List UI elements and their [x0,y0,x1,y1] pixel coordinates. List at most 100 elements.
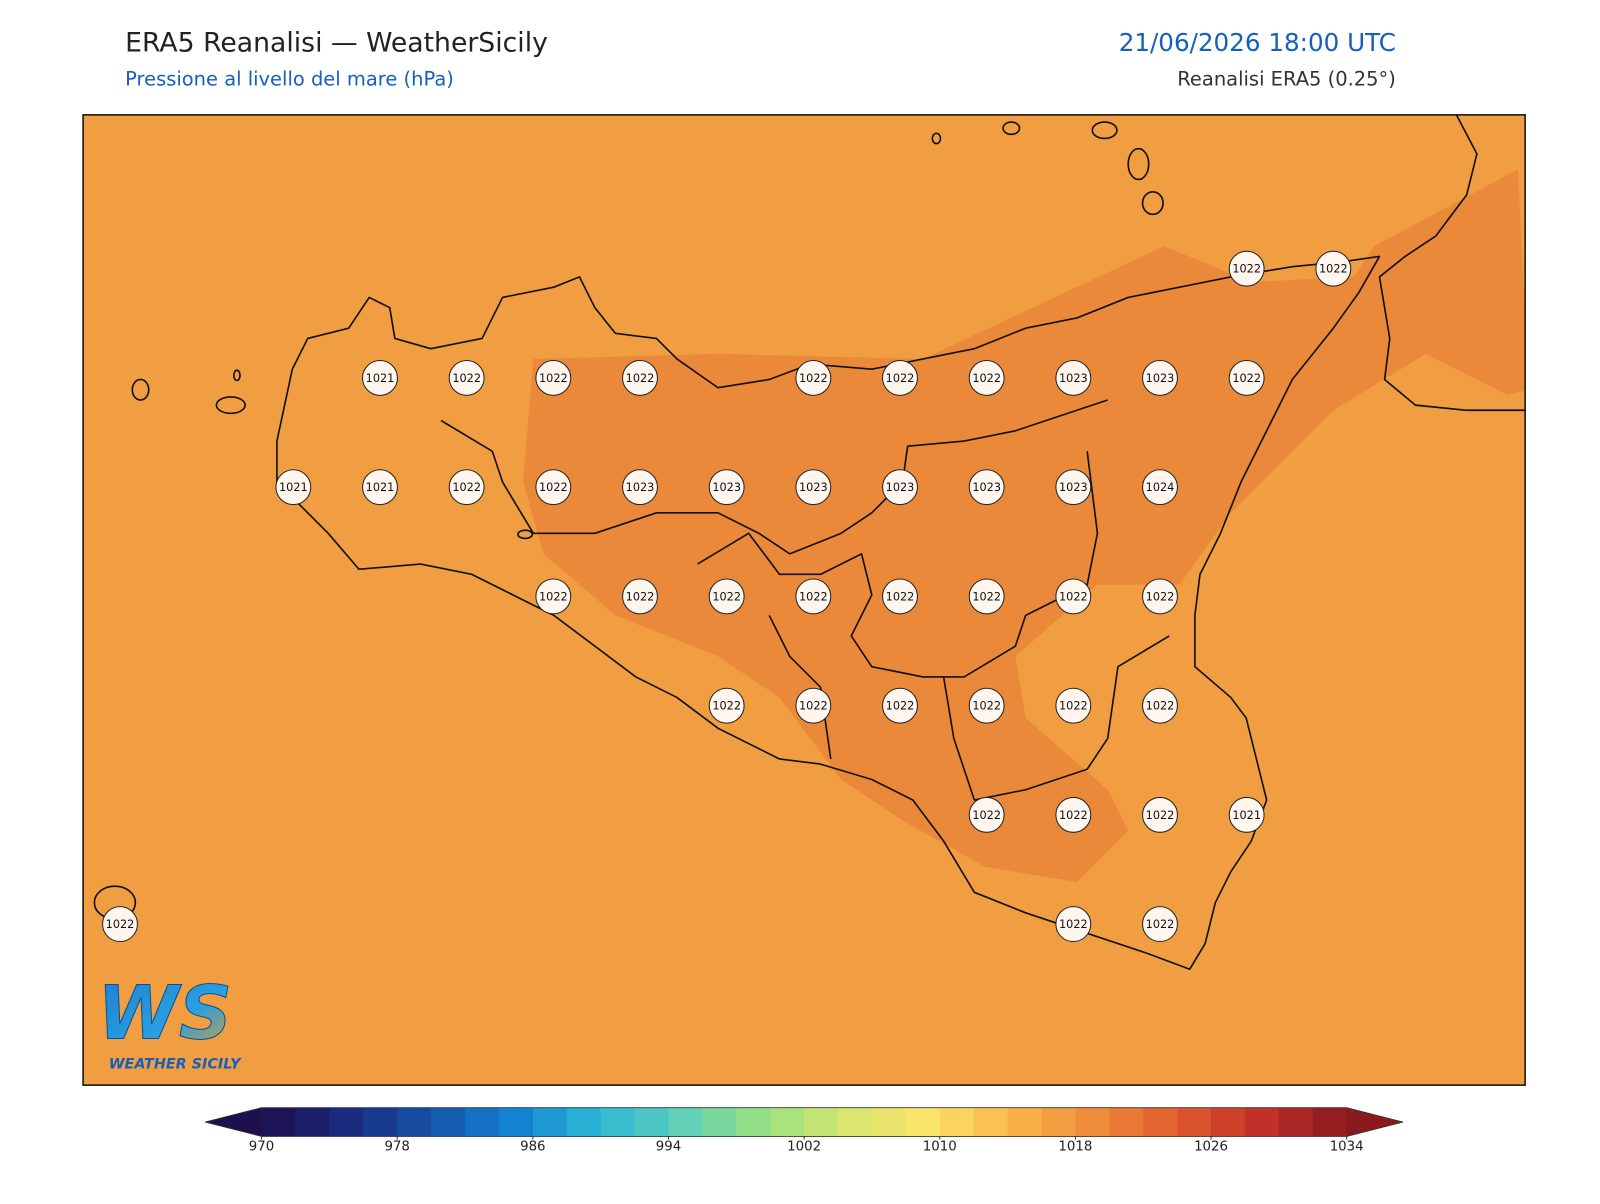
point-label: 1023 [972,481,1001,494]
subtitle: Pressione al livello del mare (hPa) [125,68,454,91]
point-marker [1055,687,1092,724]
colorbar: 970 978 986 994 1002 1010 1018 1026 1034 [205,1107,1404,1155]
point-label: 1022 [1059,809,1088,822]
point-marker [882,578,918,615]
point-marker [968,796,1005,833]
point-marker [708,469,745,506]
point-label: 1022 [106,918,135,931]
colorbar-extend-high [1346,1107,1404,1137]
point-marker [1315,250,1352,287]
point-label: 1021 [279,481,308,494]
pressure-point: 1023 [968,469,1005,506]
point-marker [1142,359,1178,396]
point-label: 1022 [452,481,481,494]
pressure-point: 1021 [362,359,398,396]
colorbar-extend-low [205,1107,262,1137]
point-label: 1021 [366,372,395,385]
logo-name: WEATHER SICILY [109,1057,242,1073]
point-label: 1022 [1232,263,1261,276]
point-label: 1023 [1059,372,1088,385]
colorbar-bin [770,1107,805,1137]
point-marker [448,469,485,506]
pressure-point: 1023 [708,469,745,506]
colorbar-tick-label: 978 [384,1140,409,1155]
point-marker [795,469,832,506]
island [517,529,534,540]
pressure-point: 1022 [1228,250,1265,287]
pressure-point: 1022 [535,578,572,615]
colorbar-bin [871,1107,907,1137]
pressure-point: 1022 [535,469,572,506]
point-label: 1023 [886,481,915,494]
point-label: 1022 [1059,590,1088,603]
point-marker [535,359,572,396]
pressure-point: 1022 [708,578,745,615]
point-label: 1022 [799,372,828,385]
point-label: 1022 [626,372,655,385]
colorbar-bin [1143,1107,1178,1137]
colorbar-bin [397,1107,432,1137]
point-marker [1055,469,1092,506]
coastline [1378,114,1526,412]
colorbar-bin [973,1107,1009,1137]
point-label: 1023 [626,481,655,494]
pressure-point: 1022 [1142,906,1178,943]
coastline [276,255,1381,971]
pressure-point: 1021 [275,469,312,506]
point-marker [708,578,745,615]
point-marker [1228,250,1265,287]
point-marker [622,469,658,506]
colorbar-bin [431,1107,466,1137]
point-label: 1021 [366,481,395,494]
colorbar-bin [532,1107,568,1137]
colorbar-bin [838,1107,873,1137]
island [1141,190,1164,216]
island [1002,121,1021,136]
point-label: 1022 [1146,700,1175,713]
colorbar-tick-label: 986 [520,1140,545,1155]
point-label: 1022 [539,590,568,603]
pressure-band [523,169,1526,883]
point-marker [1142,578,1178,615]
colorbar-bin [465,1107,500,1137]
map: 1022 1022 1021 1022 1022 1022 1022 1022 1022 1023… [83,114,1526,1086]
colorbar-tick-label: 1002 [787,1140,821,1155]
point-marker [362,359,398,396]
point-marker [275,469,312,506]
pressure-point: 1022 [968,359,1005,396]
point-label: 1022 [972,700,1001,713]
point-marker [1055,796,1092,833]
colorbar-tick-label: 970 [249,1140,274,1155]
pressure-point: 1022 [1055,578,1092,615]
pressure-point: 1022 [882,578,918,615]
point-marker [882,359,918,396]
island [131,378,150,401]
pressure-points: 1022 1022 1021 1022 1022 1022 1022 1022 1022 1023… [102,250,1352,943]
point-marker [1142,796,1178,833]
colorbar-bin [634,1107,669,1137]
point-marker [1142,469,1178,506]
point-label: 1022 [972,590,1001,603]
colorbar-bin [1075,1107,1110,1137]
point-marker [795,578,832,615]
pressure-point: 1022 [622,359,658,396]
point-marker [622,359,658,396]
point-marker [1055,906,1092,943]
colorbar-tick-label: 1026 [1194,1140,1228,1155]
colorbar-bin [363,1107,398,1137]
point-label: 1022 [626,590,655,603]
pressure-point: 1022 [882,687,918,724]
colorbar-bin [939,1107,975,1137]
point-label: 1022 [1319,263,1348,276]
point-marker [795,359,832,396]
logo: WS WEATHER SICILY [97,970,242,1073]
pressure-point: 1022 [882,359,918,396]
colorbar-bin [1278,1107,1314,1137]
colorbar-bin [804,1107,839,1137]
source: Reanalisi ERA5 (0.25°) [1177,68,1396,91]
datetime: 21/06/2026 18:00 UTC [1119,28,1396,57]
point-label: 1022 [539,481,568,494]
colorbar-bin [498,1107,534,1137]
point-label: 1022 [452,372,481,385]
pressure-point: 1022 [622,578,658,615]
